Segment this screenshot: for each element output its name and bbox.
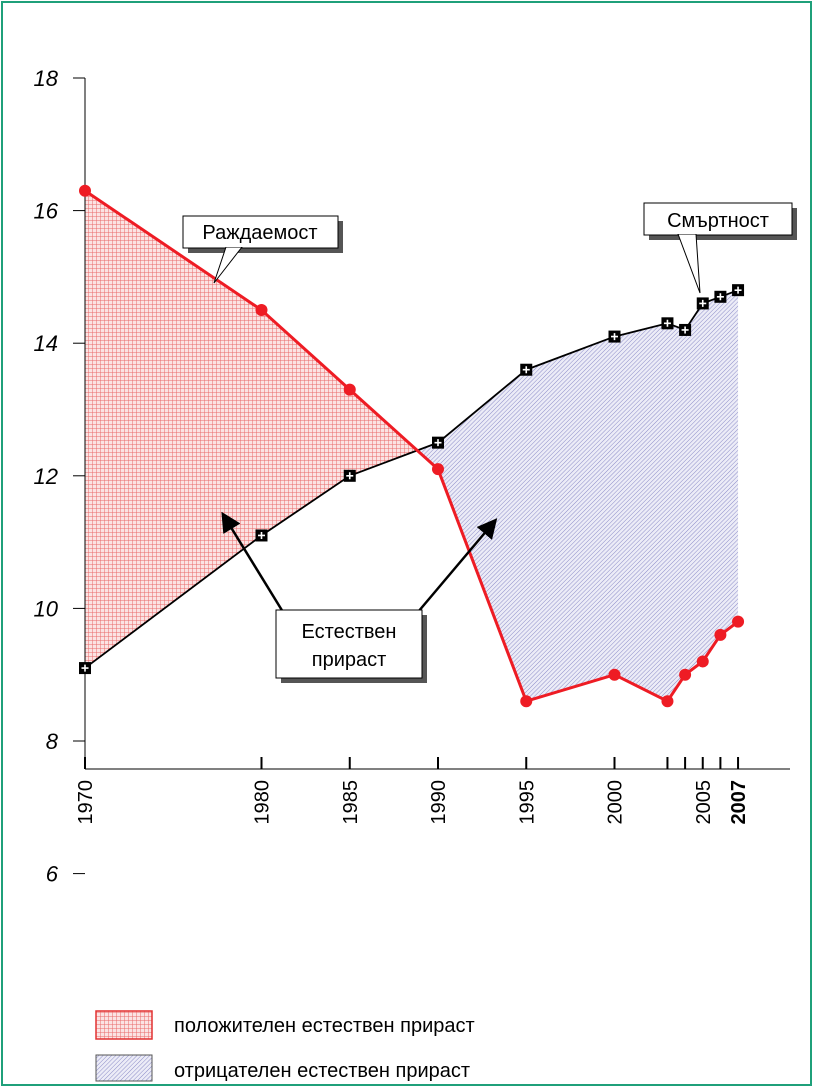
death-point-2004: [679, 323, 692, 336]
birth-point-2007: [732, 615, 745, 628]
death-point-1985: [343, 469, 356, 482]
birth-point-2005: [696, 655, 709, 668]
birth-point-2000: [608, 668, 621, 681]
callout-death-label: Смъртност: [667, 210, 769, 232]
legend: положителен естествен прираст отрицателе…: [95, 1010, 475, 1082]
callout-birth-label: Раждаемост: [202, 222, 317, 244]
y-tick-label-6: 6: [46, 862, 59, 887]
death-point-2000: [608, 330, 621, 343]
y-tick-label-14: 14: [34, 331, 58, 356]
callout-natural-line1: Естествен: [302, 621, 397, 643]
x-tick-label-1970: 1970: [75, 780, 97, 825]
birth-point-2006: [714, 628, 727, 641]
birth-point-1995: [520, 695, 533, 708]
death-point-1970: [79, 662, 91, 675]
death-point-1995: [520, 363, 533, 376]
legend-swatch-positive: [95, 1010, 153, 1040]
natural-growth-arrows: [221, 511, 498, 613]
legend-swatch-negative: [95, 1054, 153, 1082]
death-point-1990: [432, 436, 444, 449]
x-tick-label-2000: 2000: [605, 780, 627, 825]
x-tick-label-1985: 1985: [340, 780, 362, 825]
death-point-2006: [714, 290, 727, 303]
legend-label-positive: положителен естествен прираст: [174, 1015, 475, 1037]
legend-item-negative: отрицателен естествен прираст: [95, 1054, 470, 1082]
x-tick-label-2005: 2005: [693, 780, 715, 825]
callout-natural-line2: прираст: [312, 649, 387, 671]
death-point-2003: [661, 317, 674, 330]
callout-death: Смъртност: [643, 202, 797, 294]
callout-natural-growth: Естествен прираст: [275, 609, 427, 683]
birth-point-1970: [79, 184, 91, 197]
y-tick-label-18: 18: [34, 66, 59, 91]
legend-label-negative: отрицателен естествен прираст: [174, 1060, 470, 1082]
y-tick-label-16: 16: [34, 199, 59, 224]
birth-point-2004: [679, 668, 692, 681]
birth-point-1990: [432, 463, 444, 476]
x-tick-label-1990: 1990: [428, 780, 450, 825]
death-point-1980: [255, 529, 268, 542]
y-tick-label-8: 8: [46, 729, 59, 754]
death-point-2007: [732, 284, 745, 297]
birth-point-1980: [255, 304, 268, 317]
death-point-2005: [696, 297, 709, 310]
birth-point-2003: [661, 695, 674, 708]
negative-growth-area: [417, 290, 739, 702]
positive-growth-area: [85, 190, 418, 669]
legend-item-positive: положителен естествен прираст: [95, 1010, 475, 1040]
x-tick-label-1995: 1995: [516, 780, 538, 825]
y-tick-label-12: 12: [34, 464, 58, 489]
x-tick-label-1980: 1980: [252, 780, 274, 825]
y-tick-label-10: 10: [34, 596, 59, 621]
callout-birth: Раждаемост: [182, 215, 343, 284]
x-tick-label-2007: 2007: [728, 780, 750, 825]
birth-point-1985: [343, 383, 356, 396]
